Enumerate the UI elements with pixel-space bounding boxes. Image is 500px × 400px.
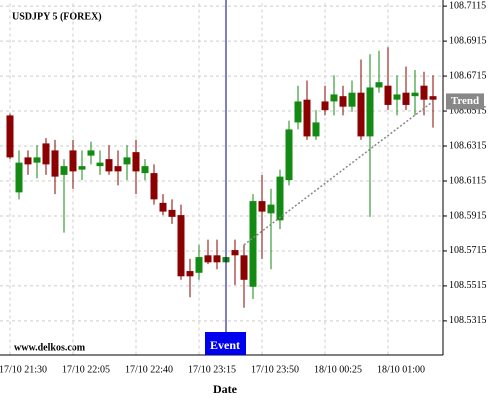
- candle-body: [60, 166, 68, 175]
- y-tick-label: 108.6715: [449, 70, 487, 81]
- x-tick-label: 17/10 23:15: [188, 364, 236, 375]
- x-tick-label: 18/10 01:00: [377, 364, 425, 375]
- candle-body: [393, 94, 401, 100]
- candle-body: [357, 92, 365, 137]
- candle-body: [321, 101, 329, 111]
- candle-body: [420, 85, 428, 100]
- candle-body: [240, 255, 248, 280]
- y-tick-label: 108.5315: [449, 315, 487, 326]
- candle-body: [294, 101, 302, 123]
- trend-line: [243, 100, 434, 246]
- candle-body: [141, 166, 149, 174]
- x-tick-label: 17/10 23:50: [251, 364, 299, 375]
- x-tick-label: 18/10 00:25: [314, 364, 362, 375]
- candle-body: [168, 209, 176, 217]
- candle-body: [195, 257, 203, 273]
- candle-body: [402, 92, 410, 105]
- trend-label: Trend: [451, 95, 479, 107]
- y-tick-label: 108.5515: [449, 280, 487, 291]
- candle-body: [249, 201, 257, 287]
- x-tick-label: 17/10 22:05: [62, 364, 110, 375]
- candle-body: [429, 96, 437, 100]
- event-label: Event: [210, 338, 240, 352]
- candle-body: [258, 201, 266, 212]
- candle-body: [231, 250, 239, 256]
- candle-body: [6, 115, 14, 158]
- y-tick-label: 108.7115: [449, 0, 486, 11]
- candle-body: [213, 255, 221, 263]
- candle-body: [15, 162, 23, 193]
- candle-body: [87, 150, 95, 156]
- candle-body: [204, 255, 212, 263]
- candle-body: [105, 159, 113, 172]
- candle-body: [24, 157, 32, 165]
- candle-body: [150, 173, 158, 200]
- chart-title: USDJPY 5 (FOREX): [12, 11, 102, 22]
- candle-body: [285, 129, 293, 181]
- candle-body: [267, 204, 275, 214]
- candle-body: [177, 215, 185, 277]
- candle-body: [375, 82, 383, 88]
- candle-body: [384, 85, 392, 105]
- y-tick-label: 108.5915: [449, 210, 487, 221]
- candle-body: [312, 122, 320, 137]
- candle-body: [339, 96, 347, 107]
- candle-body: [330, 94, 338, 102]
- candle-body: [78, 166, 86, 170]
- candle-body: [186, 271, 194, 277]
- candle-body: [366, 87, 374, 137]
- candle-body: [132, 152, 140, 172]
- candle-body: [51, 150, 59, 177]
- candle-body: [33, 157, 41, 163]
- candle-body: [348, 92, 356, 107]
- x-axis-title: Date: [213, 382, 238, 396]
- watermark: www.delkos.com: [14, 342, 86, 353]
- y-tick-label: 108.5715: [449, 245, 487, 256]
- candle-body: [42, 143, 50, 165]
- trend-label-box: [446, 93, 484, 110]
- candle-body: [411, 92, 419, 97]
- y-tick-label: 108.6115: [449, 175, 486, 186]
- candle-body: [69, 150, 77, 172]
- candle-body: [123, 157, 131, 165]
- candle-body: [96, 162, 104, 167]
- candle-body: [159, 202, 167, 212]
- x-tick-label: 17/10 22:40: [125, 364, 173, 375]
- candle-body: [276, 176, 284, 221]
- y-tick-label: 108.6315: [449, 140, 487, 151]
- x-tick-label: 17/10 21:30: [0, 364, 47, 375]
- y-tick-label: 108.6915: [449, 35, 487, 46]
- candle-body: [114, 166, 122, 172]
- y-tick-label: 108.6515: [449, 105, 487, 116]
- event-label-box: [205, 332, 246, 355]
- candle-body: [303, 99, 311, 137]
